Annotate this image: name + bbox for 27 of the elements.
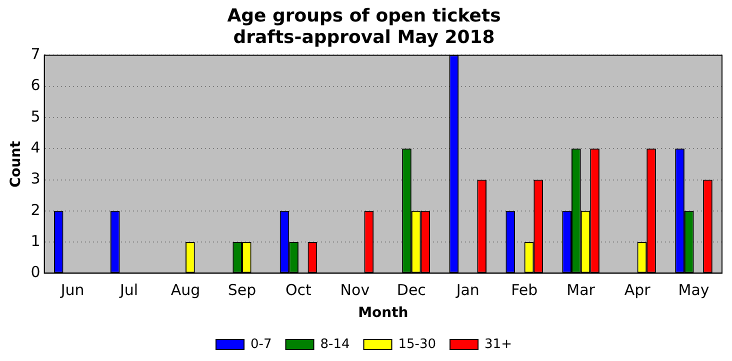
x-tick-label: Dec: [396, 281, 426, 300]
y-tick-label: 1: [30, 232, 40, 250]
x-tick-label: May: [678, 281, 710, 300]
y-tick-label: 2: [30, 200, 40, 219]
y-tick-label: 4: [30, 138, 40, 157]
legend-label: 31+: [484, 336, 512, 352]
x-tick-label: Oct: [285, 281, 312, 300]
x-tick-label: Apr: [624, 281, 652, 300]
x-tick-label: Aug: [170, 281, 200, 300]
x-tick-label: Nov: [340, 281, 370, 300]
y-tick-label: 6: [30, 76, 40, 94]
legend-label: 8-14: [320, 336, 350, 352]
y-tick-label: 7: [30, 45, 40, 64]
y-axis-title: Count: [8, 140, 24, 188]
x-tick-label: Mar: [566, 281, 596, 300]
legend-label: 15-30: [398, 336, 436, 352]
y-tick-label: 5: [30, 107, 40, 126]
y-tick-label: 0: [30, 263, 40, 282]
chart-title: Age groups of open tickets drafts-approval May 2018: [227, 5, 501, 48]
x-tick-label: Feb: [511, 281, 538, 300]
x-tick-label: Jun: [60, 281, 84, 300]
x-axis-title: Month: [358, 305, 408, 322]
x-tick-label: Jul: [118, 281, 138, 300]
y-tick-label: 3: [30, 170, 40, 188]
x-tick-label: Sep: [228, 281, 256, 300]
legend-label: 0-7: [250, 336, 272, 352]
x-tick-label: Jan: [455, 281, 480, 300]
